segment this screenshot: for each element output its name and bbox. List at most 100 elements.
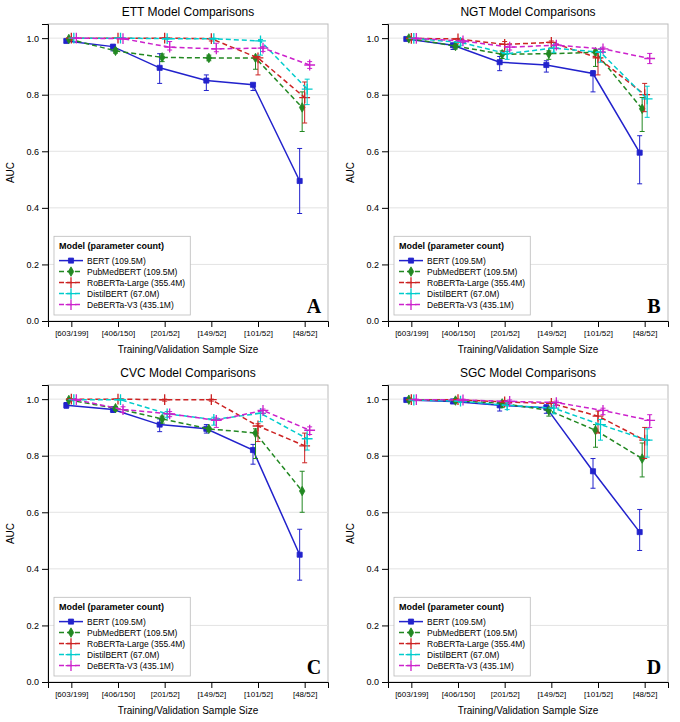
tick-mark — [382, 682, 388, 683]
tick: 0.2 — [26, 260, 48, 270]
legend-marker — [406, 649, 417, 660]
marker — [71, 394, 82, 405]
marker — [297, 178, 302, 183]
legend: Model (parameter count)BERT (109.5M)PubM… — [54, 597, 190, 676]
legend-marker — [406, 660, 417, 671]
grid-line — [48, 512, 328, 513]
y-axis: 0.00.20.40.60.81.0 — [366, 25, 388, 327]
marker — [598, 43, 609, 54]
tick-mark — [118, 321, 119, 327]
marker — [637, 150, 642, 155]
error-bar — [640, 443, 645, 477]
tick-mark — [258, 321, 259, 327]
marker — [211, 43, 222, 54]
marker — [642, 94, 653, 105]
chart-title: NGT Model Comparisons — [460, 5, 595, 19]
marker — [113, 46, 118, 55]
tick-label: [101/52] — [584, 690, 613, 699]
tick: 0.2 — [366, 260, 388, 270]
marker — [504, 42, 515, 53]
tick-mark — [165, 682, 166, 688]
series-line — [74, 38, 307, 89]
legend-label: DeBERTa-V3 (435.1M) — [87, 661, 174, 671]
tick-mark — [165, 321, 166, 327]
grid-line — [48, 455, 328, 456]
legend-title: Model (parameter count) — [399, 602, 504, 612]
legend-label: RoBERTa-Large (355.4M) — [427, 639, 525, 649]
tick-label: 1.0 — [26, 395, 39, 405]
marks — [64, 394, 315, 580]
tick-mark — [305, 321, 306, 327]
tick-label: 0.4 — [26, 203, 39, 213]
marker — [644, 415, 655, 426]
marker — [164, 408, 175, 419]
legend-item: BERT (109.5M) — [399, 617, 486, 627]
marker — [255, 408, 266, 419]
axis-line — [382, 25, 389, 322]
tick-mark — [42, 682, 48, 683]
legend-label: DistilBERT (67.0M) — [87, 650, 160, 660]
tick-label: [48/52] — [633, 329, 657, 338]
marks — [404, 33, 655, 184]
series — [406, 34, 645, 132]
tick-label: 1.0 — [366, 34, 379, 44]
tick-label: 0.8 — [366, 90, 379, 100]
x-axis: [603/199][406/150][201/52][149/52][101/5… — [49, 321, 329, 338]
tick: 0.0 — [366, 316, 388, 326]
panel-label: D — [647, 656, 661, 678]
legend-label: DistilBERT (67.0M) — [427, 650, 500, 660]
error-bar — [591, 459, 596, 489]
tick: [406/150] — [102, 321, 135, 338]
marker — [590, 469, 595, 474]
y-axis-title: AUC — [345, 162, 356, 183]
grid-line — [388, 151, 668, 152]
tick-mark — [42, 399, 48, 400]
tick-label: 0.6 — [366, 147, 379, 157]
series — [68, 394, 312, 450]
grid — [388, 38, 668, 321]
tick: [603/199] — [395, 682, 428, 699]
series-line — [69, 39, 302, 107]
legend-marker — [408, 619, 413, 624]
legend-label: PubMedBERT (109.5M) — [87, 267, 178, 277]
error-bar — [593, 425, 598, 448]
grid-line — [388, 207, 668, 208]
legend-item: BERT (109.5M) — [399, 256, 486, 266]
tick: 0.0 — [26, 316, 48, 326]
series — [66, 33, 310, 123]
tick: 0.8 — [26, 451, 48, 461]
marker — [250, 448, 255, 453]
error-bar — [297, 148, 302, 213]
axis-line — [389, 683, 669, 689]
legend-label: BERT (109.5M) — [427, 617, 486, 627]
tick: [603/199] — [55, 321, 88, 338]
error-bar — [591, 71, 596, 92]
tick: 1.0 — [366, 34, 388, 44]
error-bar — [544, 61, 549, 72]
marker — [598, 405, 609, 416]
marker — [159, 394, 170, 405]
tick-mark — [505, 682, 506, 688]
grid-line — [388, 94, 668, 95]
series — [408, 395, 652, 458]
chart-title: CVC Model Comparisons — [120, 366, 255, 380]
grid-line — [388, 568, 668, 569]
marker — [546, 398, 557, 409]
tick-label: [201/52] — [491, 329, 520, 338]
error-bar — [637, 509, 642, 550]
tick-mark — [645, 321, 646, 327]
marker — [644, 53, 655, 64]
series-line — [409, 38, 642, 108]
marker — [255, 36, 266, 47]
tick-label: 1.0 — [26, 34, 39, 44]
series — [71, 33, 315, 71]
error-bar — [637, 136, 642, 184]
legend-label: PubMedBERT (109.5M) — [87, 628, 178, 638]
series — [411, 33, 655, 64]
tick: 0.4 — [366, 564, 388, 574]
tick-mark — [382, 512, 388, 513]
tick-mark — [458, 321, 459, 327]
y-axis: 0.00.20.40.60.81.0 — [26, 25, 48, 327]
legend-item: DeBERTa-V3 (435.1M) — [59, 299, 174, 310]
tick: 0.6 — [26, 508, 48, 518]
